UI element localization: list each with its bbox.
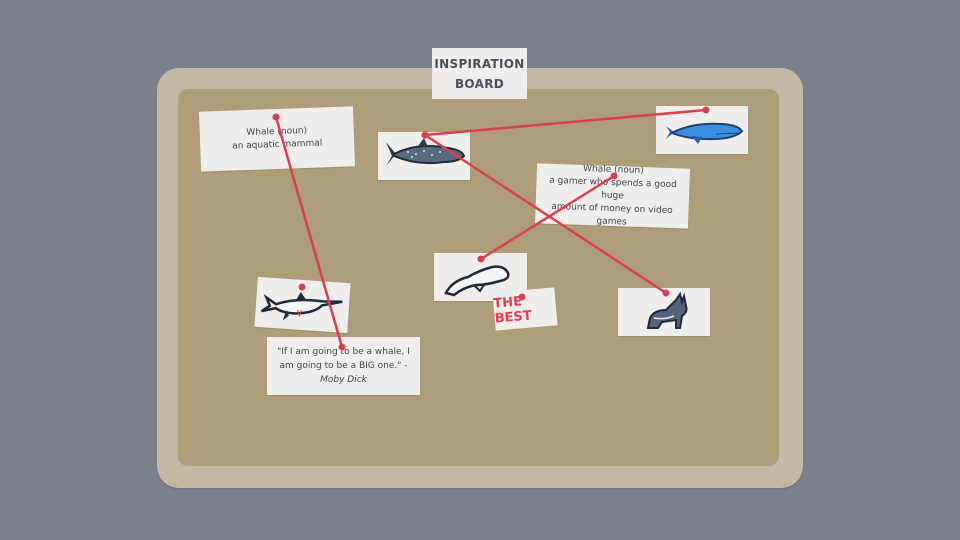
whale-shark-icon (386, 138, 466, 166)
the-best-card[interactable]: THE BEST (492, 287, 558, 331)
sawfish-card[interactable] (254, 276, 351, 334)
moby-dick-quote-card[interactable]: "If I am going to be a whale, I am going… (267, 337, 420, 395)
gamer-definition-line2: amount of money on video games (551, 201, 673, 228)
the-best-label: THE BEST (492, 294, 533, 327)
board-title-line2: BOARD (454, 76, 504, 91)
blue-whale-card[interactable] (656, 106, 748, 154)
gamer-whale-definition-card[interactable]: Whale (noun) a gamer who spends a good h… (534, 163, 691, 229)
wolf-icon (646, 291, 688, 329)
blue-whale-icon (666, 122, 744, 144)
quote-author: Moby Dick (320, 375, 367, 385)
quote-text: "If I am going to be a whale, I am going… (277, 347, 410, 371)
definition-text: an aquatic mammal (231, 138, 323, 152)
board-title-card: INSPIRATION BOARD (432, 48, 527, 99)
whale-shark-card[interactable] (378, 132, 470, 180)
quote-text-block: "If I am going to be a whale, I am going… (273, 345, 414, 387)
sawfish-shark-icon (260, 291, 343, 321)
whale-definition-card[interactable]: Whale (noun) an aquatic mammal (198, 106, 356, 172)
wolf-card[interactable] (618, 288, 710, 336)
board-title-line1: INSPIRATION (434, 56, 525, 71)
